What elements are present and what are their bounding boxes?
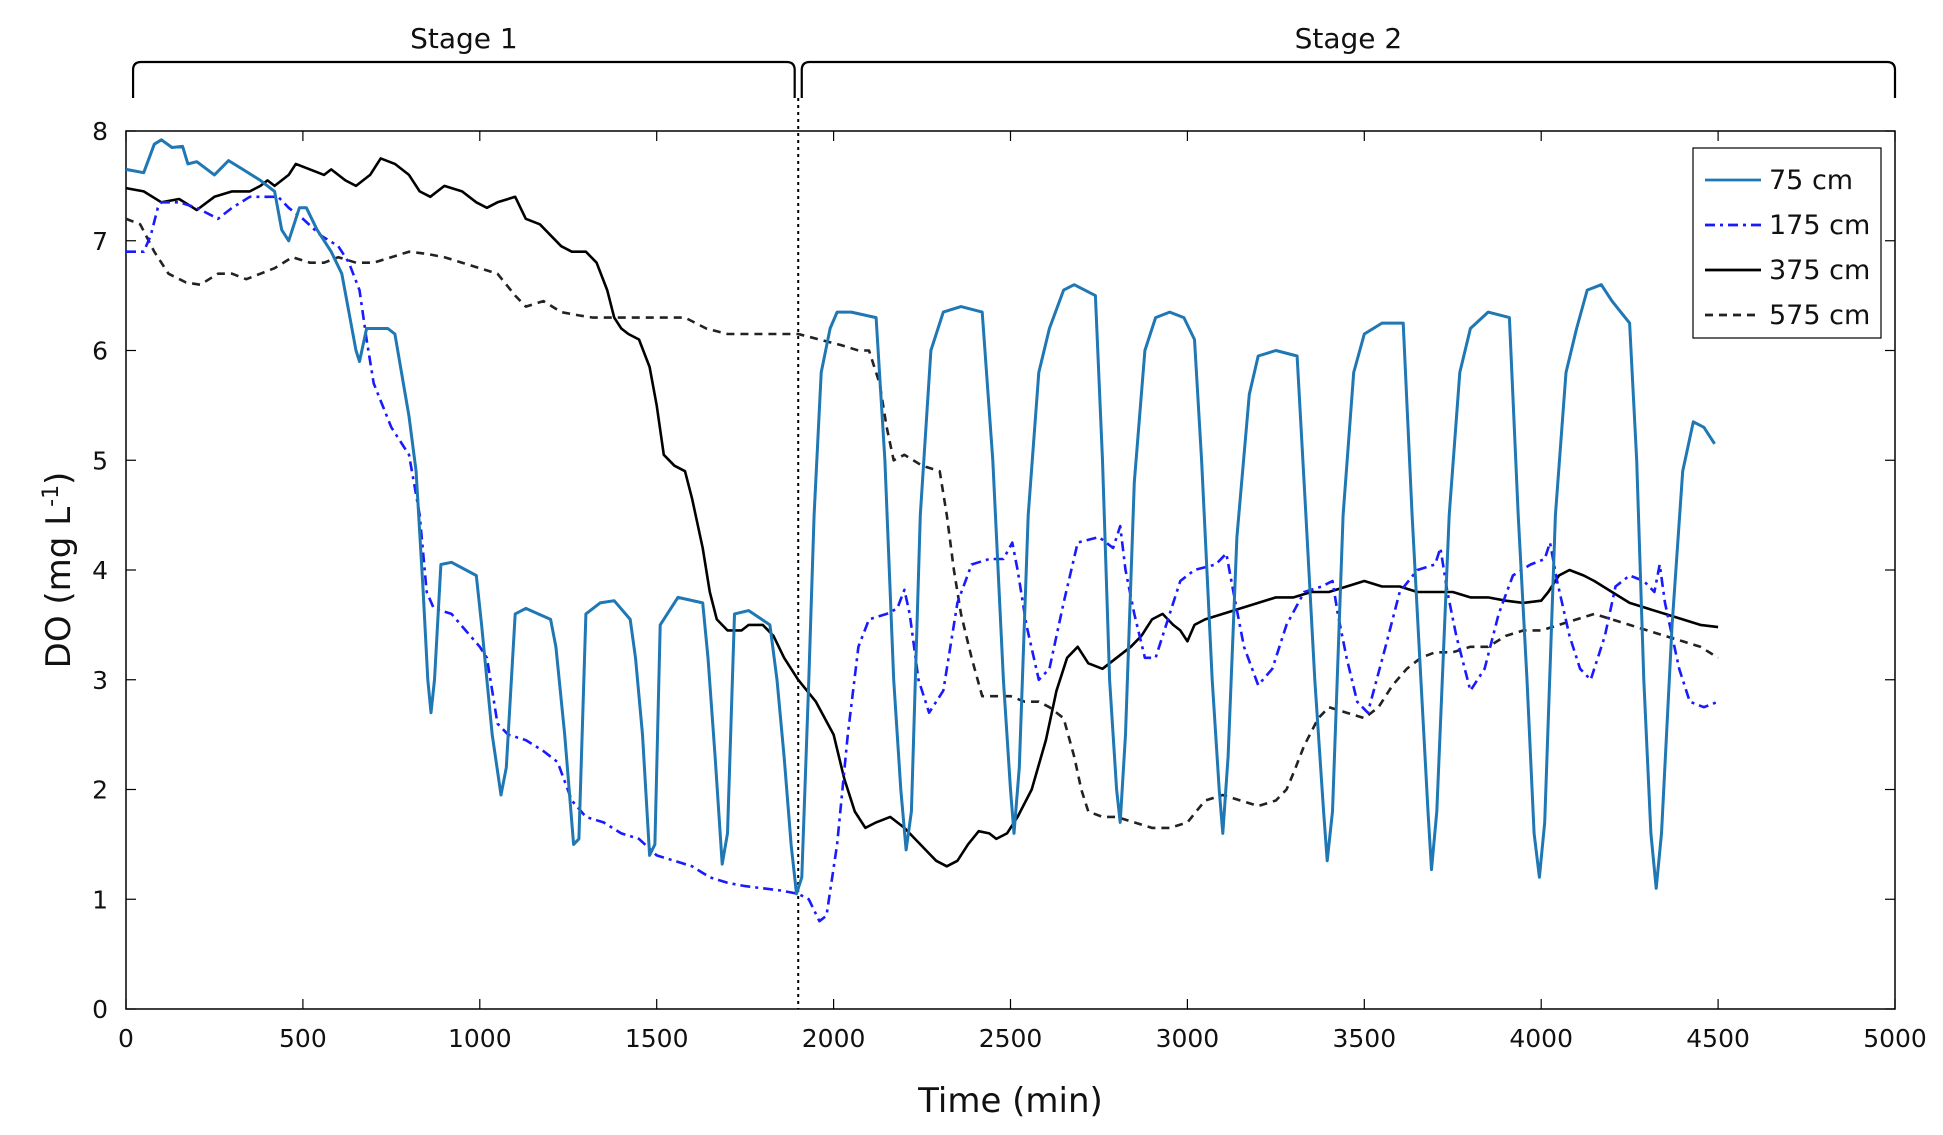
plot-frame [125, 130, 1896, 1010]
y-tick-label-0: 0 [92, 995, 108, 1024]
y-axis-label-superscript: -1 [39, 485, 64, 507]
stage-label-1: Stage 1 [410, 22, 518, 55]
x-axis-label: Time (min) [917, 1081, 1103, 1121]
series-line-575-cm [125, 217, 1719, 830]
y-tick-label-8: 8 [92, 117, 108, 146]
y-axis-label-main: DO (mg L [39, 507, 79, 669]
y-tick-label-7: 7 [92, 227, 108, 256]
y-axis-label: DO (mg L-1) [39, 472, 80, 669]
x-tick-label-4: 2000 [802, 1024, 866, 1053]
stage-bracket-1 [131, 60, 796, 98]
x-tick-label-2: 1000 [448, 1024, 512, 1053]
stage-bracket-2 [800, 60, 1897, 98]
legend-label-375-cm: 375 cm [1769, 255, 1870, 286]
x-tick-label-6: 3000 [1156, 1024, 1220, 1053]
legend-label-75-cm: 75 cm [1769, 165, 1853, 196]
x-tick-label-3: 1500 [625, 1024, 689, 1053]
y-tick-label-1: 1 [92, 885, 108, 914]
x-tick-label-9: 4500 [1686, 1024, 1750, 1053]
y-tick-label-6: 6 [92, 337, 108, 366]
y-tick-label-3: 3 [92, 666, 108, 695]
axis-tick-labels: 0 500 1000 1500 2000 2500 3000 3500 4000 4500 5000… [92, 117, 1927, 1053]
y-axis-label-end: ) [39, 472, 79, 485]
legend: 75 cm 175 cm 375 cm 575 cm [1692, 147, 1882, 339]
series-line-375-cm [125, 157, 1719, 868]
axis-ticks [125, 130, 1896, 1010]
y-tick-label-2: 2 [92, 776, 108, 805]
series-line-175-cm [126, 195, 1719, 923]
x-tick-label-0: 0 [118, 1024, 134, 1053]
x-tick-label-10: 5000 [1863, 1024, 1927, 1053]
y-tick-label-5: 5 [92, 446, 108, 475]
y-tick-label-4: 4 [92, 556, 108, 585]
x-tick-label-8: 4000 [1509, 1024, 1573, 1053]
x-tick-label-5: 2500 [979, 1024, 1043, 1053]
series-lines [125, 138, 1719, 923]
legend-label-575-cm: 575 cm [1769, 300, 1870, 331]
legend-items: 75 cm 175 cm 375 cm 575 cm [1705, 165, 1870, 331]
x-tick-label-7: 3500 [1332, 1024, 1396, 1053]
series-line-75-cm [125, 138, 1716, 896]
stage-brackets: Stage 1 Stage 2 [131, 22, 1897, 98]
x-tick-label-1: 500 [279, 1024, 327, 1053]
stage-label-2: Stage 2 [1295, 22, 1403, 55]
legend-label-175-cm: 175 cm [1769, 210, 1870, 241]
